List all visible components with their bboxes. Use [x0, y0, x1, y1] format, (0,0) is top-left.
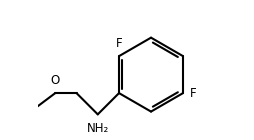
- Text: NH₂: NH₂: [87, 122, 109, 135]
- Text: methoxy: methoxy: [0, 139, 1, 140]
- Text: F: F: [189, 87, 196, 100]
- Text: F: F: [116, 37, 122, 50]
- Text: O: O: [51, 74, 60, 87]
